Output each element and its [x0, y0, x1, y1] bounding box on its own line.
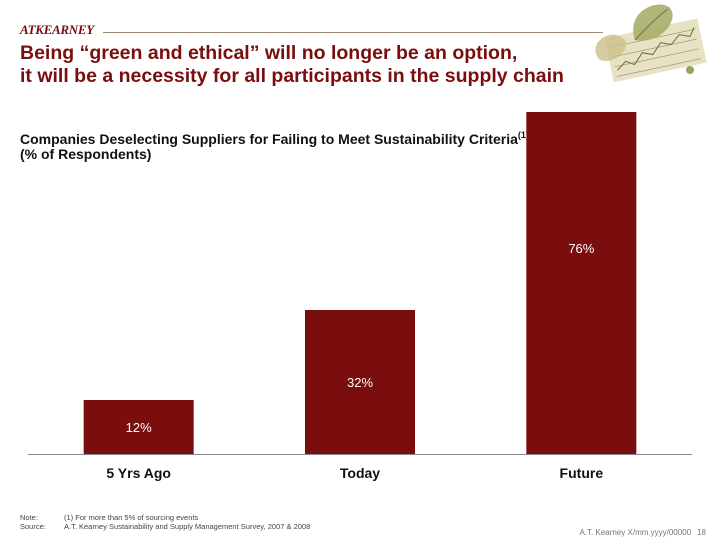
chart-title-text: Companies Deselecting Suppliers for Fail… — [20, 131, 518, 147]
chart-subtitle: (% of Respondents) — [20, 146, 152, 162]
bar-value-label: 12% — [126, 420, 152, 435]
chart-title-footnote-ref: (1) — [517, 130, 529, 140]
headline-line-1: Being “green and ethical” will no longer… — [20, 42, 518, 64]
bar-5-yrs-ago — [83, 400, 194, 454]
bar-value-label: 32% — [347, 375, 373, 390]
note-line: Note: (1) For more than 5% of sourcing ev… — [20, 513, 310, 522]
bar-value-label: 76% — [568, 241, 594, 256]
category-label: Future — [560, 465, 604, 481]
page-footer: A.T. Kearney X/mm.yyyy/00000 18 — [579, 528, 706, 537]
headline-line-2: it will be a necessity for all participa… — [20, 65, 564, 87]
category-label: 5 Yrs Ago — [106, 465, 171, 481]
note-label: Note: — [20, 513, 38, 522]
source-line: Source: A.T. Kearney Sustainability and S… — [20, 522, 310, 531]
note-text: (1) For more than 5% of sourcing events — [64, 513, 199, 522]
category-label: Today — [340, 465, 380, 481]
brand-logo: ATKEARNEY — [20, 22, 94, 37]
chart-title: Companies Deselecting Suppliers for Fail… — [20, 127, 529, 148]
page-number: 18 — [697, 528, 706, 537]
source-label: Source: — [20, 522, 46, 531]
leaf-decoration-icon — [595, 4, 707, 83]
header-rule — [103, 32, 603, 33]
notes-block: Note: (1) For more than 5% of sourcing ev… — [20, 513, 310, 531]
bar-future — [526, 112, 637, 454]
footer-code: A.T. Kearney X/mm.yyyy/00000 — [579, 528, 692, 537]
bar-today — [305, 310, 415, 454]
source-text: A.T. Kearney Sustainability and Supply M… — [64, 522, 311, 531]
page-headline: Being “green and ethical” will no longer… — [20, 42, 660, 88]
